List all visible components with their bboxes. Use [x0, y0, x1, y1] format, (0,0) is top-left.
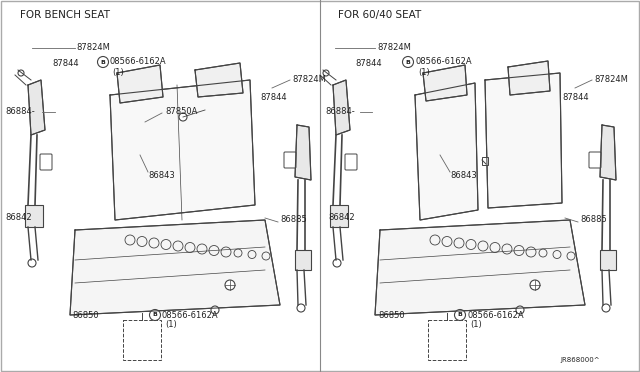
Text: 86885: 86885 — [280, 215, 307, 224]
Text: 87824M: 87824M — [76, 44, 110, 52]
Circle shape — [18, 70, 24, 76]
Text: B: B — [100, 60, 106, 64]
Circle shape — [297, 304, 305, 312]
Text: 08566-6162A: 08566-6162A — [415, 58, 472, 67]
Text: B: B — [152, 312, 157, 317]
Text: 86850: 86850 — [378, 311, 404, 320]
Polygon shape — [485, 73, 562, 208]
Text: 08566-6162A: 08566-6162A — [467, 311, 524, 320]
Bar — [600, 250, 616, 270]
Polygon shape — [508, 61, 550, 95]
FancyBboxPatch shape — [40, 154, 52, 170]
Text: B: B — [458, 312, 463, 317]
Text: 86843: 86843 — [148, 170, 175, 180]
Text: 87824M: 87824M — [594, 76, 628, 84]
Polygon shape — [117, 65, 163, 103]
Circle shape — [403, 57, 413, 67]
Circle shape — [516, 306, 524, 314]
Bar — [428, 320, 466, 360]
Circle shape — [530, 280, 540, 290]
Text: 08566-6162A: 08566-6162A — [110, 58, 166, 67]
Polygon shape — [600, 125, 616, 180]
Polygon shape — [333, 80, 350, 135]
Text: 08566-6162A: 08566-6162A — [162, 311, 219, 320]
Text: JR868000^: JR868000^ — [560, 357, 600, 363]
Text: 86850: 86850 — [72, 311, 99, 320]
Polygon shape — [415, 83, 478, 220]
Text: 86843: 86843 — [450, 170, 477, 180]
Bar — [123, 320, 161, 360]
Text: 86884-: 86884- — [5, 108, 35, 116]
FancyBboxPatch shape — [345, 154, 357, 170]
Text: 86885: 86885 — [580, 215, 607, 224]
Circle shape — [28, 259, 36, 267]
Circle shape — [150, 310, 161, 321]
Circle shape — [211, 306, 219, 314]
Circle shape — [454, 310, 465, 321]
Bar — [25, 205, 43, 227]
FancyBboxPatch shape — [589, 152, 601, 168]
Bar — [482, 157, 488, 165]
Text: (1): (1) — [112, 67, 124, 77]
Text: 86884-: 86884- — [325, 108, 355, 116]
FancyBboxPatch shape — [284, 152, 296, 168]
Text: 87824M: 87824M — [377, 44, 411, 52]
Circle shape — [602, 304, 610, 312]
Polygon shape — [375, 220, 585, 315]
Text: 87844: 87844 — [355, 58, 381, 67]
Text: 87850A: 87850A — [165, 108, 197, 116]
Circle shape — [323, 70, 329, 76]
Bar — [295, 250, 311, 270]
Polygon shape — [295, 125, 311, 180]
Text: B: B — [406, 60, 410, 64]
Text: (1): (1) — [165, 321, 177, 330]
Text: 87844: 87844 — [52, 58, 79, 67]
Text: 86842: 86842 — [5, 214, 31, 222]
Circle shape — [225, 280, 235, 290]
Polygon shape — [70, 220, 280, 315]
Text: FOR 60/40 SEAT: FOR 60/40 SEAT — [338, 10, 421, 20]
Circle shape — [97, 57, 109, 67]
Text: FOR BENCH SEAT: FOR BENCH SEAT — [20, 10, 110, 20]
Bar — [330, 205, 348, 227]
Polygon shape — [195, 63, 243, 97]
Text: 87824M: 87824M — [292, 76, 326, 84]
Circle shape — [333, 259, 341, 267]
Text: (1): (1) — [418, 67, 429, 77]
Polygon shape — [423, 65, 467, 101]
Text: 87844: 87844 — [260, 93, 287, 103]
Text: 86842: 86842 — [328, 214, 355, 222]
Polygon shape — [28, 80, 45, 135]
Polygon shape — [110, 80, 255, 220]
Circle shape — [179, 113, 187, 121]
Text: 87844: 87844 — [562, 93, 589, 103]
Text: (1): (1) — [470, 321, 482, 330]
